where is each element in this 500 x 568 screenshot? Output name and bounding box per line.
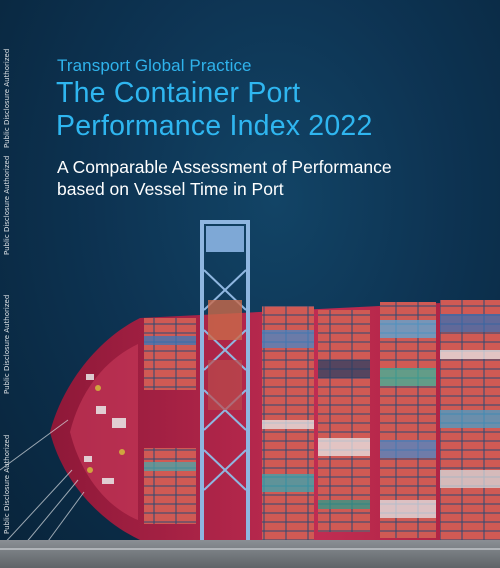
practice-label: Transport Global Practice xyxy=(57,56,252,75)
report-subtitle-line-2: based on Vessel Time in Port xyxy=(57,179,284,199)
dock xyxy=(0,540,500,568)
report-subtitle-line-1: A Comparable Assessment of Performance xyxy=(57,157,392,177)
report-title-line-1: The Container Port xyxy=(56,77,301,109)
disclosure-watermark: Public Disclosure Authorized xyxy=(3,294,11,395)
gantry-crane xyxy=(200,220,250,568)
report-title: The Container Port Performance Index 202… xyxy=(56,77,476,143)
container-stacks xyxy=(144,300,500,542)
report-title-line-2: Performance Index 2022 xyxy=(56,110,373,142)
report-subtitle: A Comparable Assessment of Performance b… xyxy=(57,156,487,200)
disclosure-watermark: Public Disclosure Authorized xyxy=(3,155,11,256)
disclosure-watermark: Public Disclosure Authorized xyxy=(3,48,11,148)
disclosure-watermark: Public Disclosure Authorized xyxy=(3,434,11,534)
